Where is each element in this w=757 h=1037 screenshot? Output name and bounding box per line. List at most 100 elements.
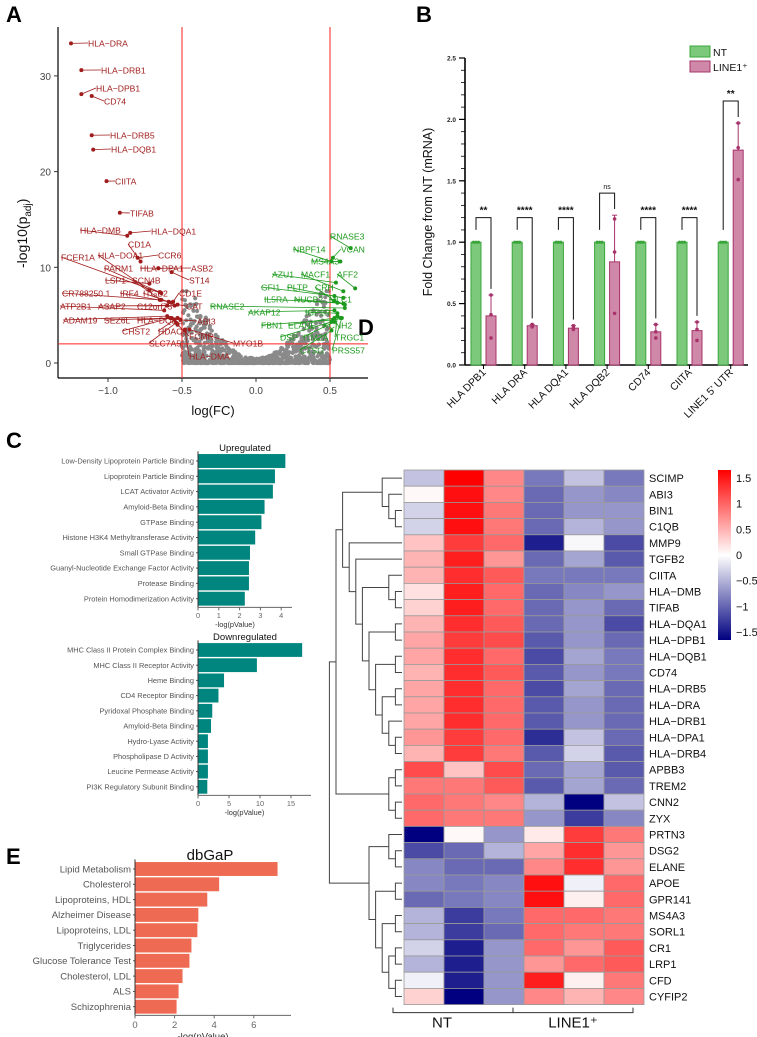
dendrogram-branch xyxy=(375,890,396,949)
label-leader-line xyxy=(247,309,335,313)
gene-label: FCER1A xyxy=(61,253,95,263)
gene-label: KCNH2 xyxy=(323,321,352,331)
nonsig-point xyxy=(186,313,191,318)
heatmap-cell xyxy=(403,988,445,1006)
label-leader-line xyxy=(331,317,343,351)
category-label: Alzheimer Disease xyxy=(52,910,131,921)
label-leader-line xyxy=(209,305,345,309)
gene-label: HLA−DOA1 xyxy=(98,251,143,261)
nonsig-point xyxy=(182,354,187,359)
heatmap-cell xyxy=(443,988,485,1006)
category-label: MHC Class II Receptor Activity xyxy=(93,661,194,670)
label-leader-line xyxy=(121,317,171,332)
nonsig-point xyxy=(187,360,192,366)
heatmap-cell xyxy=(483,566,525,584)
heatmap-cell xyxy=(403,809,445,827)
heatmap-cell xyxy=(603,599,645,617)
chart-title: Upregulated xyxy=(219,443,271,454)
y-tick-label: 1.5 xyxy=(447,178,456,185)
line1-data-point xyxy=(530,323,534,328)
nonsig-point xyxy=(296,353,301,358)
heatmap-cell xyxy=(603,842,645,860)
heatmap-cell xyxy=(523,793,565,811)
nonsig-point xyxy=(211,360,216,366)
dbgap-chart: dbGaP Lipid Metabolism Cholesterol Lipoprot… xyxy=(33,847,291,1037)
dendrogram-branch xyxy=(394,591,402,609)
heatmap-cell xyxy=(443,826,485,844)
dendrogram-branch xyxy=(368,631,396,691)
nonsig-point xyxy=(197,332,202,337)
colorbar-tick-label: 0.5 xyxy=(736,524,751,536)
gene-label: SEZ6L xyxy=(104,316,130,326)
y-tick-label: 2.5 xyxy=(447,56,456,63)
dendrogram-branch xyxy=(361,586,389,662)
heatmap-cell xyxy=(563,680,605,698)
category-label: Amyloid-Beta Binding xyxy=(123,502,194,511)
nonsig-point xyxy=(317,360,322,365)
heatmap-cell xyxy=(403,631,445,649)
nonsig-point xyxy=(240,359,245,365)
heatmap-cell xyxy=(443,890,485,908)
bar xyxy=(198,779,208,794)
downregulated-point xyxy=(89,133,94,138)
heatmap-cell xyxy=(443,761,485,779)
heatmap-cell xyxy=(483,485,525,503)
significance-label: **** xyxy=(558,206,574,217)
nonsig-point xyxy=(297,347,302,353)
heatmap-cell xyxy=(563,664,605,682)
gene-label: C12orf75 xyxy=(137,302,173,312)
nonsig-point xyxy=(197,328,203,333)
gene-label: ST14 xyxy=(189,276,210,286)
line1-data-point xyxy=(695,338,699,343)
heatmap-cell xyxy=(443,501,485,519)
nonsig-point xyxy=(202,357,207,362)
row-label: TIFAB xyxy=(649,603,680,615)
label-leader-line xyxy=(302,321,335,338)
label-leader-line xyxy=(171,271,190,281)
heatmap-cell xyxy=(563,809,605,827)
gene-label: HLA−DQA1 xyxy=(151,227,196,237)
heatmap-cell xyxy=(563,728,605,746)
nonsig-point xyxy=(192,356,197,361)
heatmap-cell xyxy=(483,793,525,811)
upregulated-point xyxy=(339,316,344,321)
heatmap-cell xyxy=(403,583,445,601)
line1-data-point xyxy=(736,177,740,182)
nonsig-point xyxy=(227,350,232,355)
nonsig-point xyxy=(305,322,310,327)
x-tick-label: HLA DQB2 xyxy=(567,367,612,412)
nonsig-point xyxy=(195,345,200,350)
nonsig-point xyxy=(304,314,309,319)
nonsig-point xyxy=(236,352,241,357)
x-tick-label: 4 xyxy=(212,1020,217,1031)
gene-label: HLA−DRB1 xyxy=(101,66,146,76)
gene-label: TIFAB xyxy=(130,209,154,219)
label-leader-line xyxy=(314,286,335,302)
heatmap-cell xyxy=(603,858,645,876)
dendrogram-branch xyxy=(394,947,402,965)
bar xyxy=(135,953,190,968)
nonsig-point xyxy=(326,313,331,318)
nonsig-point xyxy=(194,301,199,307)
nonsig-point xyxy=(318,320,323,325)
dendrogram-branch xyxy=(394,850,402,868)
nonsig-point xyxy=(194,352,199,357)
row-label: HLA−DQB1 xyxy=(649,651,707,663)
heatmap-cell xyxy=(443,566,485,584)
nonsig-point xyxy=(197,314,202,319)
label-leader-line xyxy=(59,305,165,311)
nonsig-point xyxy=(268,360,274,365)
gene-label: NBPF14 xyxy=(293,245,326,255)
colorbar-tick-label: 0 xyxy=(736,550,742,562)
chart-title: Downregulated xyxy=(213,632,277,643)
heatmap-cell xyxy=(563,647,605,665)
label-leader-line xyxy=(329,235,351,249)
nonsig-point xyxy=(321,323,326,328)
nonsig-point xyxy=(180,345,185,351)
heatmap-cell xyxy=(443,907,485,925)
heatmap-cell xyxy=(523,696,565,714)
nonsig-point xyxy=(323,295,328,300)
row-label: ELANE xyxy=(649,862,685,874)
label-leader-line xyxy=(299,330,332,351)
